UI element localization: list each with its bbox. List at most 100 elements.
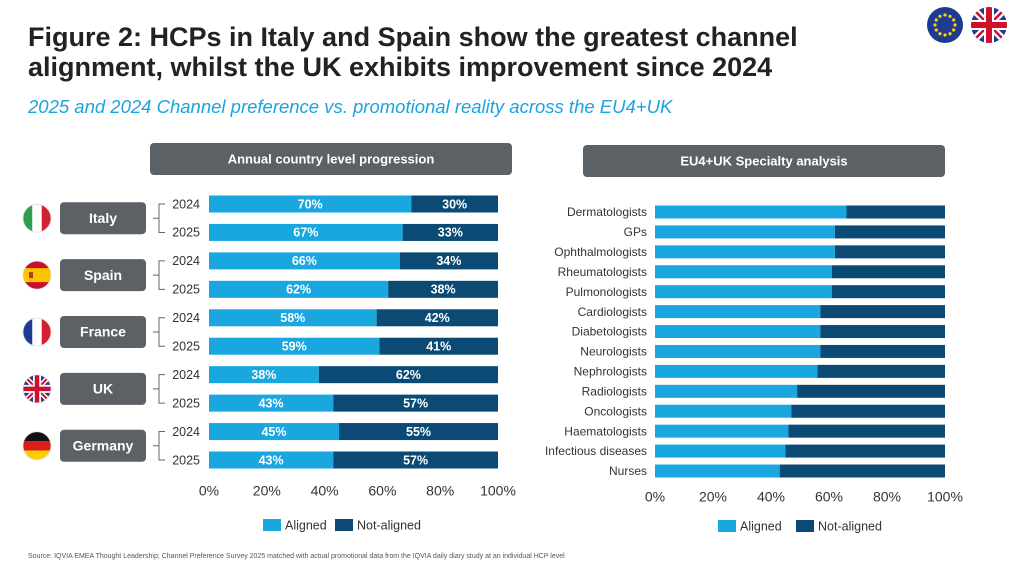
category-label: Cardiologists: [578, 305, 647, 319]
category-label: Radiologists: [582, 384, 647, 398]
legend-label: Not-aligned: [818, 519, 882, 533]
flag-stripe: [32, 204, 42, 233]
bar-segment: [820, 325, 945, 339]
source-note: Source: IQVIA EMEA Thought Leadership; C…: [28, 553, 565, 560]
flag-stripe: [23, 268, 51, 283]
legend-swatch: [263, 519, 281, 531]
category-label: 2025: [172, 283, 200, 297]
category-label: Infectious diseases: [545, 444, 647, 458]
flag-stripe: [32, 318, 42, 346]
x-tick-label: 20%: [699, 489, 727, 505]
category-label: Nurses: [609, 464, 647, 478]
flag-stripe: [23, 431, 51, 442]
country-flag: [23, 318, 51, 346]
uk-flag-icon: [971, 7, 1007, 43]
bar-segment: [209, 223, 403, 241]
group-label: Italy: [89, 210, 117, 226]
bar-segment: [831, 265, 945, 279]
eu-flag-icon: [927, 7, 963, 43]
bar-segment: [655, 444, 786, 458]
bar-segment: [333, 451, 498, 469]
category-label: 2025: [172, 226, 200, 240]
x-tick-label: 40%: [757, 489, 785, 505]
data-label: 38%: [431, 283, 456, 297]
slide-subtitle: 2025 and 2024 Channel preference vs. pro…: [28, 96, 673, 117]
flag-cross: [23, 374, 51, 403]
bar-segment: [820, 305, 945, 319]
x-tick-label: 100%: [927, 489, 963, 505]
data-label: 43%: [259, 453, 284, 467]
bar-segment: [376, 309, 498, 327]
slide-title: Figure 2: HCPs in Italy and Spain show t…: [28, 22, 798, 82]
bar-segment: [834, 245, 945, 259]
x-tick-label: 40%: [311, 483, 339, 499]
panel-title: Annual country level progression: [228, 151, 435, 166]
flag-outline: [22, 374, 52, 404]
x-tick-label: 80%: [873, 489, 901, 505]
x-tick-label: 80%: [426, 483, 454, 499]
category-label: 2024: [172, 311, 200, 325]
legend-label: Aligned: [740, 519, 782, 533]
x-tick-label: 0%: [645, 489, 665, 505]
bar-segment: [333, 394, 498, 412]
group-label-box: [60, 372, 146, 405]
bar-segment: [820, 344, 945, 358]
category-label: Rheumatologists: [558, 265, 647, 279]
bar-segment: [655, 424, 789, 438]
bar-segment: [379, 337, 498, 355]
data-label: 59%: [282, 340, 307, 354]
panel-header: [150, 143, 512, 175]
panel-title: EU4+UK Specialty analysis: [680, 153, 847, 168]
category-label: 2024: [172, 368, 200, 382]
group-bracket: [153, 203, 165, 233]
flag-stripe: [23, 318, 33, 346]
bar-segment: [388, 280, 498, 298]
data-label: 57%: [403, 396, 428, 410]
flag-outline: [22, 260, 52, 290]
bar-segment: [785, 444, 945, 458]
category-label: 2025: [172, 453, 200, 467]
x-tick-label: 60%: [368, 483, 396, 499]
bar-segment: [209, 280, 389, 298]
data-label: 45%: [262, 425, 287, 439]
bar-segment: [209, 366, 319, 384]
legend-label: Not-aligned: [357, 518, 421, 532]
bar-segment: [655, 305, 821, 319]
category-label: Nephrologists: [574, 365, 647, 379]
country-flag: [23, 431, 51, 460]
category-label: 2024: [172, 197, 200, 211]
data-label: 33%: [438, 226, 463, 240]
bar-segment: [655, 265, 832, 279]
group-label-box: [60, 316, 146, 348]
bar-segment: [779, 464, 945, 478]
bar-segment: [209, 252, 400, 270]
group-label: France: [80, 324, 126, 340]
x-tick-label: 60%: [815, 489, 843, 505]
bar-segment: [411, 195, 498, 213]
category-label: Diabetologists: [572, 325, 647, 339]
group-bracket: [153, 260, 165, 290]
data-label: 57%: [403, 453, 428, 467]
bar-segment: [817, 364, 945, 378]
group-bracket: [153, 374, 165, 404]
flag-outline: [22, 431, 52, 461]
group-label-box: [60, 429, 146, 462]
category-label: 2025: [172, 396, 200, 410]
legend-swatch: [796, 520, 814, 532]
bar-segment: [209, 337, 380, 355]
flag-outline: [22, 203, 52, 233]
bar-segment: [655, 225, 835, 239]
flag-emblem: [29, 272, 33, 279]
legend-swatch: [335, 519, 353, 531]
group-label: UK: [93, 381, 113, 397]
bar-segment: [655, 245, 835, 259]
bar-segment: [831, 285, 945, 299]
x-tick-label: 100%: [480, 483, 516, 499]
bar-segment: [209, 195, 412, 213]
legend-swatch: [718, 520, 736, 532]
bar-segment: [339, 423, 498, 441]
data-label: 70%: [298, 197, 323, 211]
flag-stripe: [23, 441, 51, 451]
